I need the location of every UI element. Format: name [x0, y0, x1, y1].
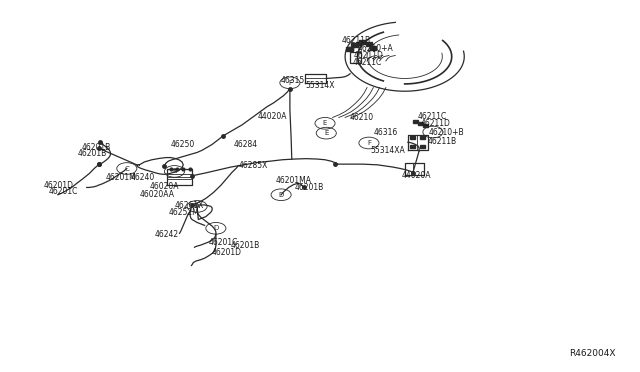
Polygon shape — [353, 44, 358, 47]
Text: 46020AA: 46020AA — [140, 189, 174, 199]
Text: 44020A: 44020A — [401, 171, 431, 180]
Polygon shape — [420, 137, 426, 140]
Text: 46240: 46240 — [131, 173, 155, 183]
Text: 46211D: 46211D — [354, 51, 384, 60]
Text: 46250: 46250 — [171, 140, 195, 149]
Text: 46211C: 46211C — [353, 58, 382, 67]
Polygon shape — [351, 43, 358, 46]
Text: 46211C: 46211C — [417, 112, 447, 121]
Text: 46211B: 46211B — [342, 36, 371, 45]
Text: 46211D: 46211D — [420, 119, 450, 128]
Polygon shape — [410, 137, 415, 140]
Text: B: B — [172, 169, 177, 174]
Text: 46211B: 46211B — [428, 137, 457, 146]
Text: 46210+B: 46210+B — [429, 128, 464, 137]
Text: R462004X: R462004X — [570, 349, 616, 358]
Text: F: F — [288, 80, 292, 86]
Text: 46201D: 46201D — [212, 248, 242, 257]
Polygon shape — [359, 40, 365, 44]
Text: E: E — [324, 130, 328, 136]
Text: C: C — [124, 166, 129, 171]
Polygon shape — [423, 124, 428, 127]
Polygon shape — [413, 120, 418, 122]
Text: 46284: 46284 — [234, 140, 258, 149]
Text: 46201B: 46201B — [231, 241, 260, 250]
Text: 46201C: 46201C — [209, 238, 237, 247]
Text: E: E — [323, 120, 327, 126]
Text: 46210+A: 46210+A — [358, 44, 394, 54]
Text: 46201C: 46201C — [49, 187, 79, 196]
Text: 46201B: 46201B — [295, 183, 324, 192]
Polygon shape — [410, 145, 415, 148]
Polygon shape — [366, 42, 372, 46]
Text: 46201B: 46201B — [82, 143, 111, 152]
Text: 46285X: 46285X — [239, 161, 268, 170]
Text: 46201M: 46201M — [106, 173, 136, 182]
Polygon shape — [346, 48, 353, 51]
Text: 46201MA: 46201MA — [276, 176, 312, 185]
Text: 46020A: 46020A — [149, 182, 179, 191]
Text: A: A — [195, 203, 200, 209]
Polygon shape — [356, 42, 362, 45]
Text: 55314X: 55314X — [305, 81, 335, 90]
Polygon shape — [420, 145, 426, 148]
Text: D: D — [213, 225, 218, 231]
Polygon shape — [348, 48, 353, 50]
Text: D: D — [278, 192, 284, 198]
Polygon shape — [418, 122, 423, 125]
Text: 55314XA: 55314XA — [370, 146, 405, 155]
Text: 44020A: 44020A — [257, 112, 287, 121]
Text: 46210: 46210 — [350, 113, 374, 122]
Text: 46252M: 46252M — [168, 208, 199, 217]
Text: 46201B: 46201B — [77, 150, 106, 158]
Text: 46201D: 46201D — [44, 181, 74, 190]
Polygon shape — [369, 46, 376, 50]
Text: 46242: 46242 — [154, 230, 179, 238]
Text: 46261X: 46261X — [175, 201, 204, 210]
Text: F: F — [367, 140, 371, 146]
Text: 46316: 46316 — [373, 128, 397, 137]
Text: 46315: 46315 — [281, 76, 305, 85]
